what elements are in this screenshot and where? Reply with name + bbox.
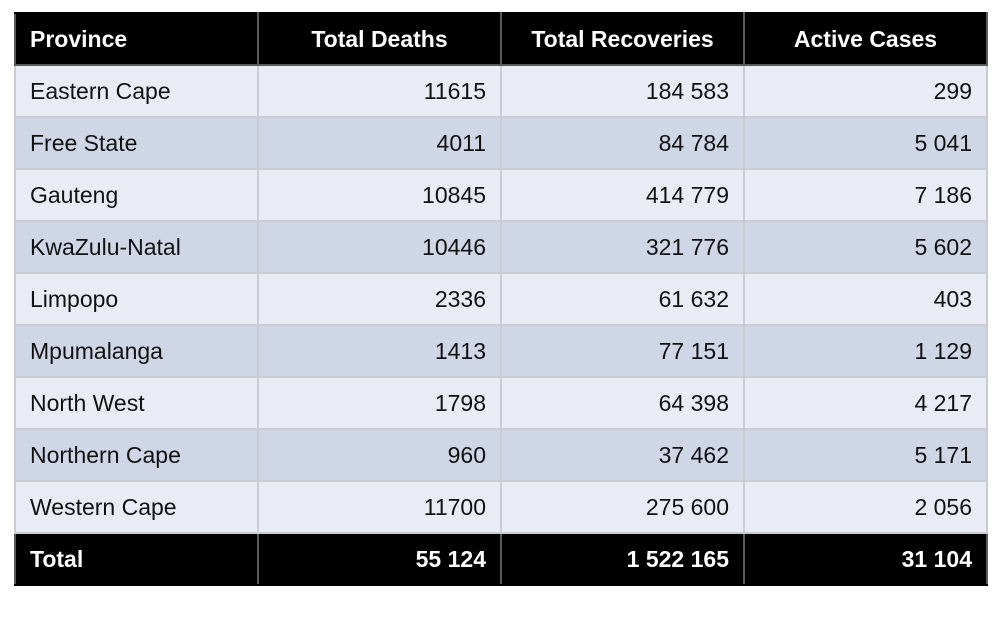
recoveries-cell: 184 583 (500, 64, 745, 118)
recoveries-cell: 275 600 (500, 480, 745, 534)
header-row: Province Total Deaths Total Recoveries A… (14, 12, 988, 66)
province-cell: Gauteng (14, 168, 259, 222)
active-cases-cell: 5 041 (743, 116, 988, 170)
province-cell: Mpumalanga (14, 324, 259, 378)
table-row: Mpumalanga 1413 77 151 1 129 (14, 324, 988, 378)
table-footer: Total 55 124 1 522 165 31 104 (14, 532, 988, 586)
table-row: Western Cape 11700 275 600 2 056 (14, 480, 988, 534)
recoveries-cell: 77 151 (500, 324, 745, 378)
active-cases-cell: 5 602 (743, 220, 988, 274)
recoveries-cell: 84 784 (500, 116, 745, 170)
table-row: Northern Cape 960 37 462 5 171 (14, 428, 988, 482)
total-recoveries: 1 522 165 (500, 532, 745, 586)
active-cases-cell: 4 217 (743, 376, 988, 430)
header-active-cases: Active Cases (743, 12, 988, 66)
active-cases-cell: 7 186 (743, 168, 988, 222)
table-row: Free State 4011 84 784 5 041 (14, 116, 988, 170)
deaths-cell: 10446 (257, 220, 502, 274)
table-row: North West 1798 64 398 4 217 (14, 376, 988, 430)
active-cases-cell: 5 171 (743, 428, 988, 482)
table-row: Gauteng 10845 414 779 7 186 (14, 168, 988, 222)
province-cell: KwaZulu-Natal (14, 220, 259, 274)
table-row: Eastern Cape 11615 184 583 299 (14, 64, 988, 118)
deaths-cell: 11700 (257, 480, 502, 534)
active-cases-cell: 403 (743, 272, 988, 326)
deaths-cell: 10845 (257, 168, 502, 222)
table-header: Province Total Deaths Total Recoveries A… (14, 12, 988, 66)
header-total-deaths: Total Deaths (257, 12, 502, 66)
deaths-cell: 4011 (257, 116, 502, 170)
recoveries-cell: 64 398 (500, 376, 745, 430)
recoveries-cell: 61 632 (500, 272, 745, 326)
province-cell: North West (14, 376, 259, 430)
province-cell: Eastern Cape (14, 64, 259, 118)
total-active-cases: 31 104 (743, 532, 988, 586)
table-row: Limpopo 2336 61 632 403 (14, 272, 988, 326)
table-body: Eastern Cape 11615 184 583 299 Free Stat… (14, 64, 988, 534)
total-row: Total 55 124 1 522 165 31 104 (14, 532, 988, 586)
recoveries-cell: 37 462 (500, 428, 745, 482)
deaths-cell: 11615 (257, 64, 502, 118)
total-label: Total (14, 532, 259, 586)
province-stats-table: Province Total Deaths Total Recoveries A… (14, 12, 988, 586)
active-cases-cell: 2 056 (743, 480, 988, 534)
table-row: KwaZulu-Natal 10446 321 776 5 602 (14, 220, 988, 274)
active-cases-cell: 299 (743, 64, 988, 118)
total-deaths: 55 124 (257, 532, 502, 586)
deaths-cell: 1413 (257, 324, 502, 378)
recoveries-cell: 321 776 (500, 220, 745, 274)
active-cases-cell: 1 129 (743, 324, 988, 378)
deaths-cell: 960 (257, 428, 502, 482)
province-cell: Western Cape (14, 480, 259, 534)
deaths-cell: 1798 (257, 376, 502, 430)
province-cell: Limpopo (14, 272, 259, 326)
recoveries-cell: 414 779 (500, 168, 745, 222)
header-total-recoveries: Total Recoveries (500, 12, 745, 66)
province-cell: Free State (14, 116, 259, 170)
deaths-cell: 2336 (257, 272, 502, 326)
header-province: Province (14, 12, 259, 66)
province-cell: Northern Cape (14, 428, 259, 482)
